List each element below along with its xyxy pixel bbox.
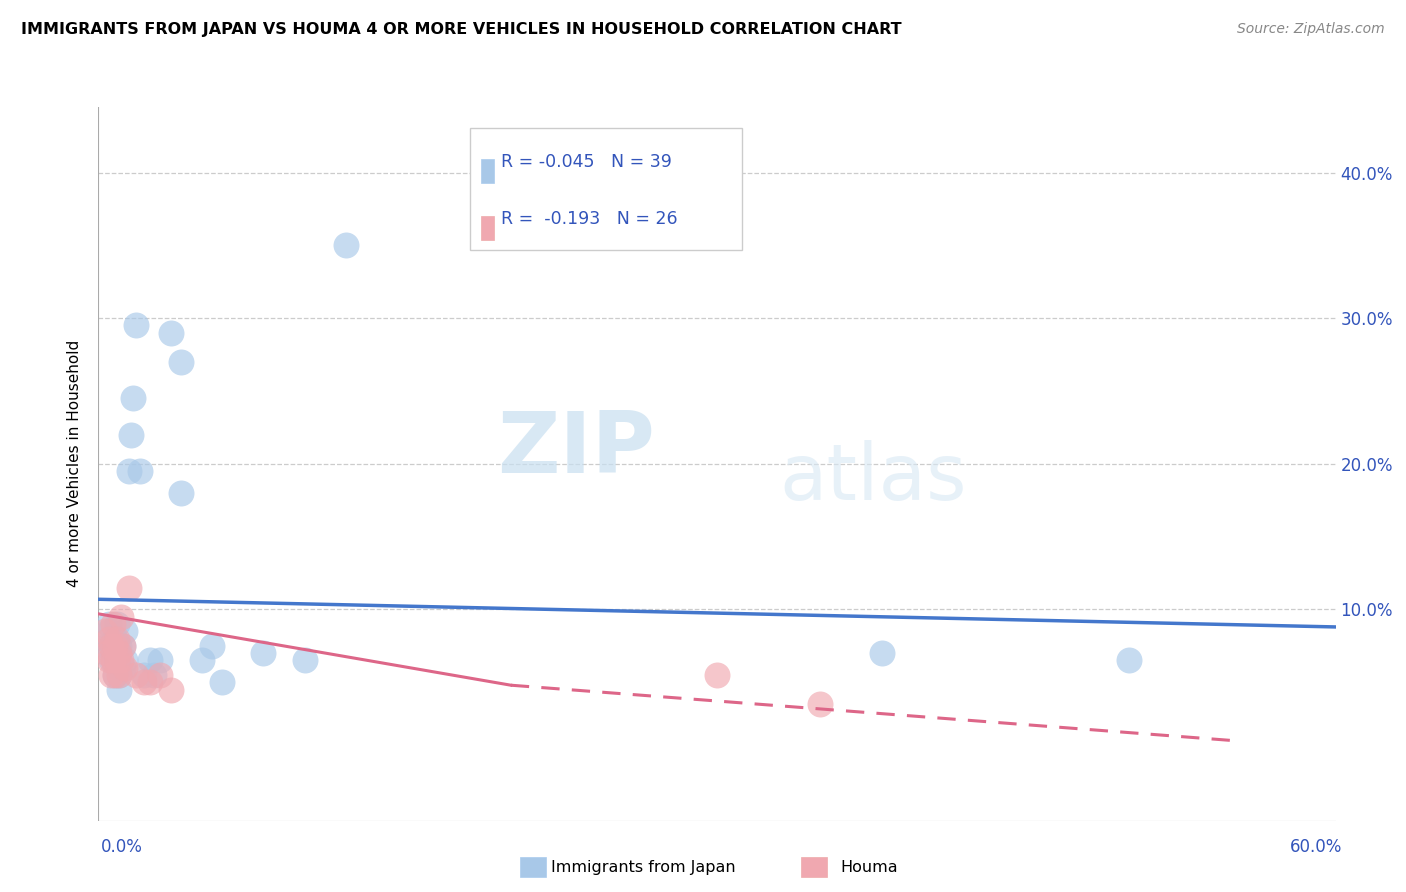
Point bbox=[110, 609, 132, 624]
Point bbox=[112, 639, 135, 653]
Point bbox=[101, 617, 124, 632]
Point bbox=[124, 668, 146, 682]
Point bbox=[100, 639, 122, 653]
Text: Source: ZipAtlas.com: Source: ZipAtlas.com bbox=[1237, 22, 1385, 37]
Y-axis label: 4 or more Vehicles in Household: 4 or more Vehicles in Household bbox=[67, 340, 83, 588]
Point bbox=[100, 639, 122, 653]
Point bbox=[112, 661, 135, 675]
Point bbox=[97, 617, 120, 632]
Point bbox=[128, 464, 150, 478]
Point bbox=[101, 653, 124, 667]
Point bbox=[132, 675, 155, 690]
Point bbox=[100, 668, 122, 682]
Text: 60.0%: 60.0% bbox=[1291, 838, 1343, 855]
Point bbox=[101, 653, 124, 667]
Text: Immigrants from Japan: Immigrants from Japan bbox=[551, 860, 735, 874]
Point bbox=[101, 639, 124, 653]
Point bbox=[252, 646, 274, 660]
Point bbox=[93, 624, 115, 639]
Text: 0.0%: 0.0% bbox=[101, 838, 143, 855]
Point bbox=[104, 668, 127, 682]
Text: Houma: Houma bbox=[841, 860, 898, 874]
Point bbox=[108, 639, 131, 653]
Point bbox=[114, 653, 136, 667]
Point bbox=[108, 661, 131, 675]
Point bbox=[870, 646, 893, 660]
Point bbox=[808, 697, 831, 711]
Point bbox=[149, 668, 172, 682]
Point bbox=[104, 668, 127, 682]
Point bbox=[201, 639, 224, 653]
Point bbox=[120, 427, 142, 442]
Point bbox=[105, 617, 128, 632]
Text: R = -0.045   N = 39: R = -0.045 N = 39 bbox=[501, 153, 672, 171]
Point bbox=[100, 653, 122, 667]
Point bbox=[124, 318, 146, 333]
Point bbox=[97, 653, 120, 667]
Point bbox=[170, 486, 193, 500]
Point bbox=[105, 639, 128, 653]
Point bbox=[104, 639, 127, 653]
Point bbox=[143, 668, 166, 682]
Point bbox=[139, 675, 162, 690]
Point bbox=[104, 632, 127, 646]
Point bbox=[112, 639, 135, 653]
Point bbox=[139, 653, 162, 667]
Text: ZIP: ZIP bbox=[498, 408, 655, 491]
Point bbox=[170, 355, 193, 369]
Point bbox=[108, 668, 131, 682]
Point bbox=[149, 653, 172, 667]
Point bbox=[118, 581, 141, 595]
Point bbox=[159, 682, 181, 697]
Text: R =  -0.193   N = 26: R = -0.193 N = 26 bbox=[501, 211, 678, 228]
Point bbox=[105, 653, 128, 667]
Point bbox=[97, 632, 120, 646]
Point bbox=[97, 624, 120, 639]
Point bbox=[118, 464, 141, 478]
Point bbox=[294, 653, 316, 667]
Point bbox=[108, 682, 131, 697]
Point bbox=[132, 668, 155, 682]
Point bbox=[211, 675, 233, 690]
Point bbox=[335, 238, 357, 252]
Point bbox=[190, 653, 212, 667]
Point bbox=[159, 326, 181, 340]
Point bbox=[114, 661, 136, 675]
Point bbox=[108, 668, 131, 682]
Point bbox=[96, 646, 118, 660]
Text: atlas: atlas bbox=[779, 440, 966, 516]
Point bbox=[122, 392, 145, 406]
Point bbox=[105, 632, 128, 646]
Point bbox=[108, 646, 131, 660]
Point bbox=[96, 639, 118, 653]
Point bbox=[706, 668, 728, 682]
Point bbox=[110, 653, 132, 667]
Point bbox=[1118, 653, 1140, 667]
Text: IMMIGRANTS FROM JAPAN VS HOUMA 4 OR MORE VEHICLES IN HOUSEHOLD CORRELATION CHART: IMMIGRANTS FROM JAPAN VS HOUMA 4 OR MORE… bbox=[21, 22, 901, 37]
Point bbox=[114, 624, 136, 639]
